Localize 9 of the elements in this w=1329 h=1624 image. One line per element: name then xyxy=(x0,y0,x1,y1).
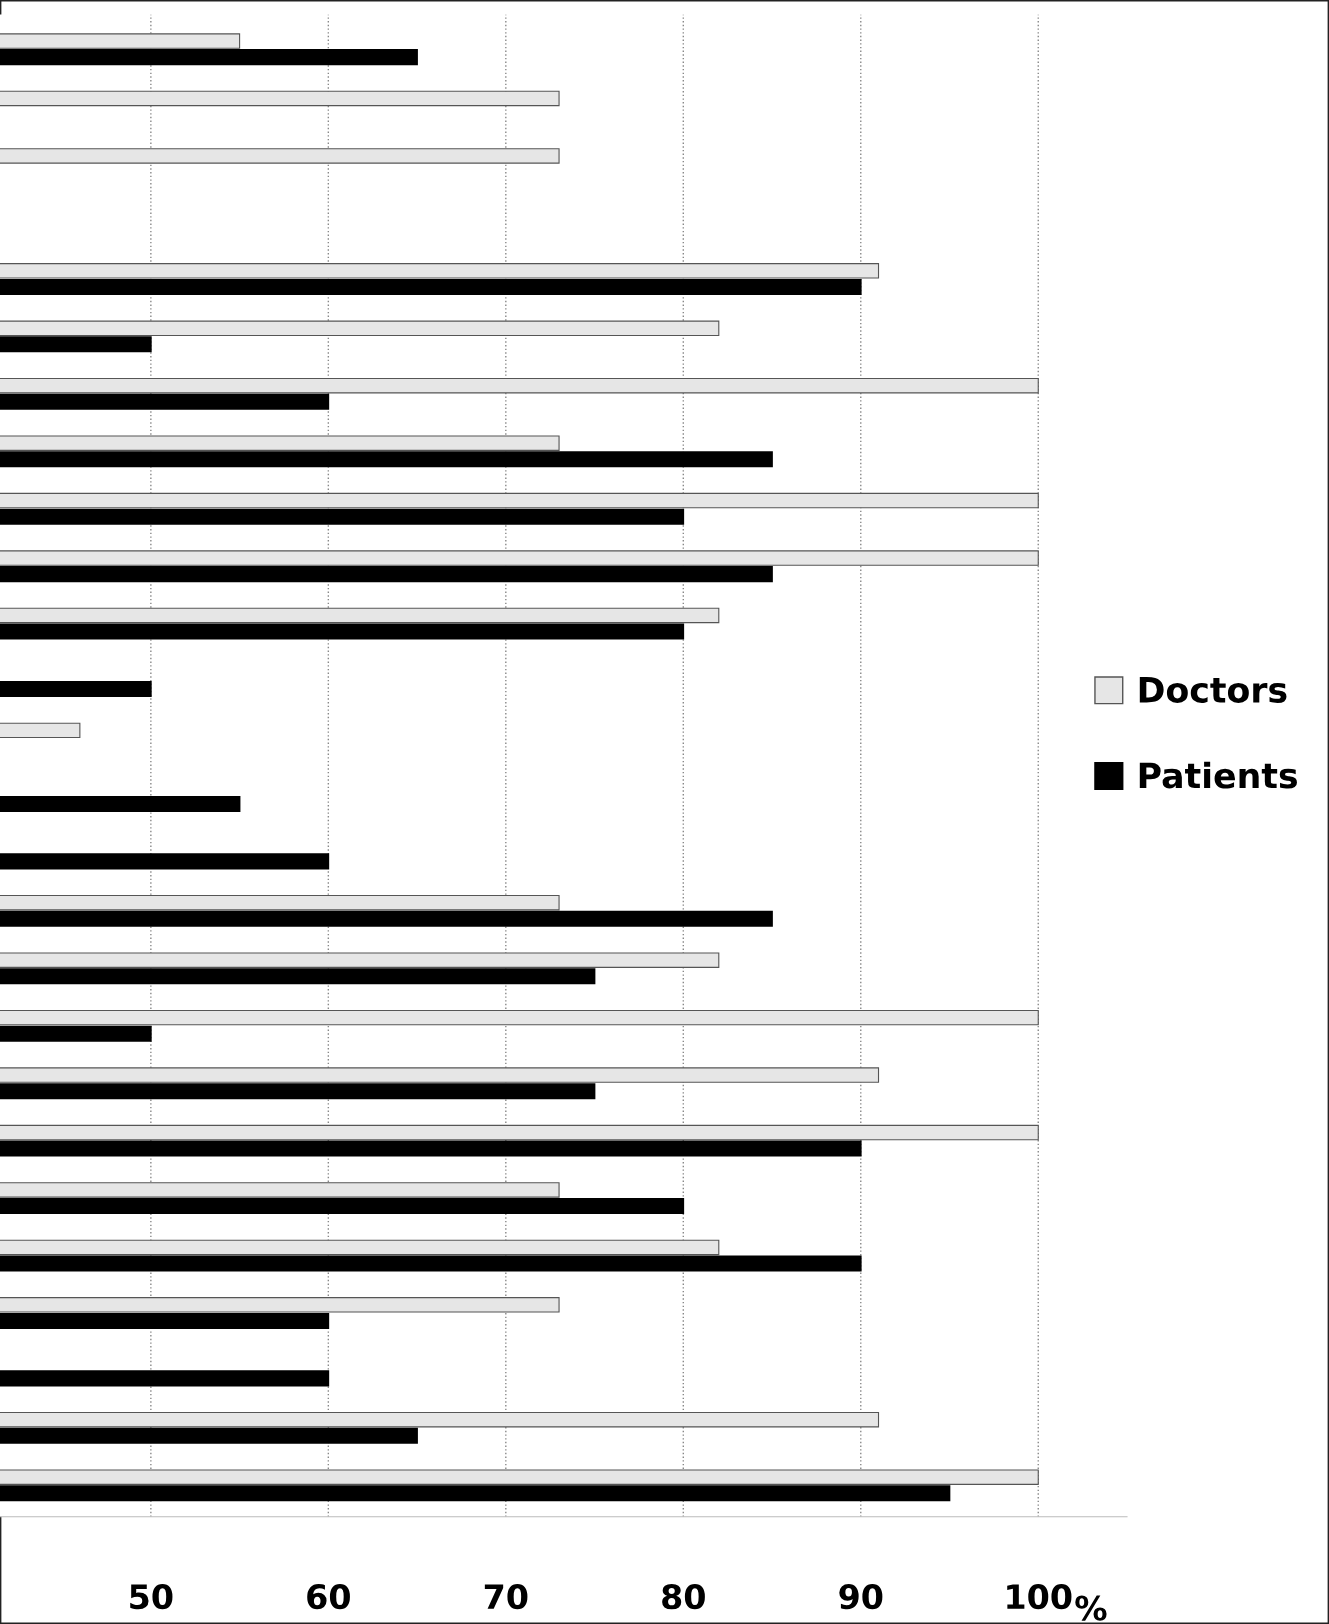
x-tick-label: 60 xyxy=(307,1584,350,1610)
x-axis-title: % xyxy=(1075,1595,1107,1621)
x-tick-label: 50 xyxy=(130,1584,173,1610)
x-tick-label: 70 xyxy=(484,1584,528,1610)
x-tick-label: 90 xyxy=(839,1584,883,1610)
legend-label: Doctors xyxy=(1139,677,1287,703)
x-tick-label: 100 xyxy=(1007,1584,1072,1610)
x-tick-label: 80 xyxy=(662,1584,705,1610)
legend-label: Patients xyxy=(1139,761,1297,789)
